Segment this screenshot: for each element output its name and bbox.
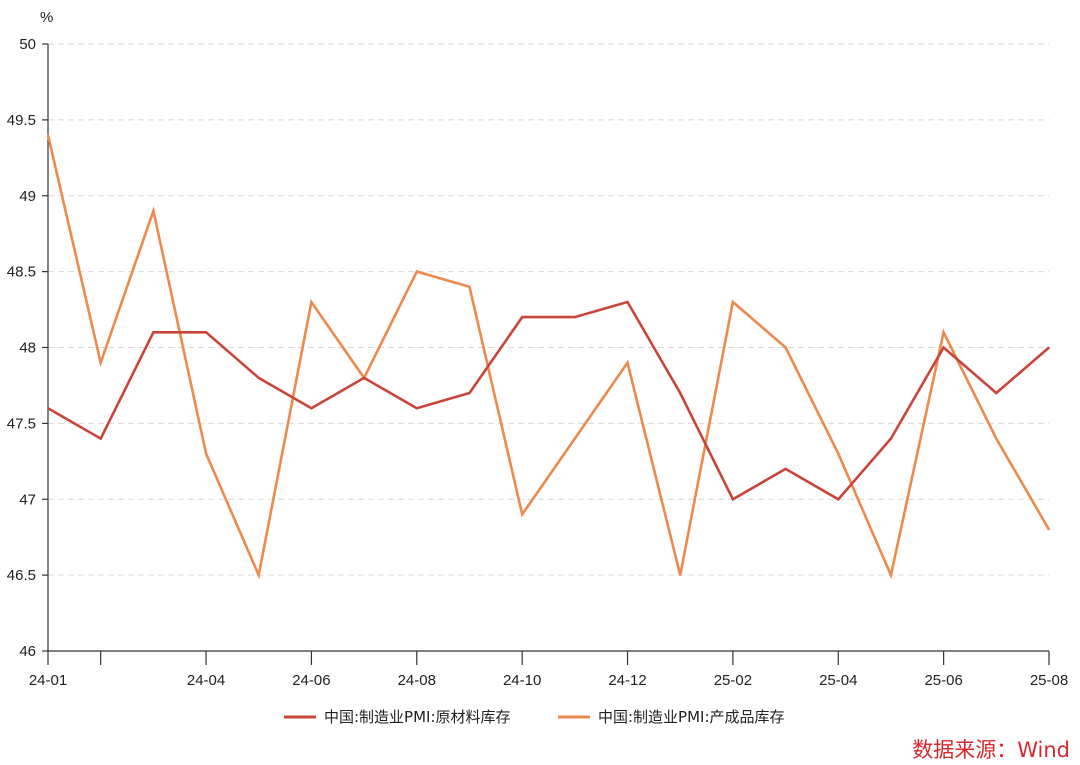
data-point-raw-material bbox=[521, 316, 523, 318]
legend: 中国:制造业PMI:原材料库存 中国:制造业PMI:产成品库存 bbox=[284, 708, 785, 726]
data-point-finished-goods bbox=[890, 574, 892, 576]
data-point-finished-goods bbox=[574, 437, 576, 440]
legend-item-raw-material[interactable]: 中国:制造业PMI:原材料库存 bbox=[284, 708, 511, 726]
y-tick-layer: 46 46.5 47 47.5 48 48.5 49 49.5 50 bbox=[7, 36, 48, 660]
data-point-raw-material bbox=[99, 437, 102, 440]
data-point-raw-material bbox=[310, 407, 313, 410]
data-point-finished-goods bbox=[257, 574, 260, 576]
data-point-finished-goods bbox=[99, 361, 102, 364]
data-point-raw-material bbox=[995, 392, 998, 394]
data-point-raw-material bbox=[363, 377, 365, 379]
data-point-finished-goods bbox=[732, 301, 734, 303]
data-point-raw-material bbox=[152, 331, 155, 334]
y-tick-label: 47 bbox=[19, 491, 36, 508]
x-tick-label: 25-02 bbox=[714, 672, 752, 689]
data-point-finished-goods bbox=[310, 301, 313, 303]
x-tick-label: 24-01 bbox=[29, 672, 67, 689]
legend-label-raw-material: 中国:制造业PMI:原材料库存 bbox=[324, 708, 511, 726]
legend-item-finished-goods[interactable]: 中国:制造业PMI:产成品库存 bbox=[558, 708, 785, 726]
data-point-finished-goods bbox=[679, 574, 682, 576]
data-point-raw-material bbox=[626, 301, 629, 303]
data-point-finished-goods bbox=[784, 346, 787, 349]
data-point-finished-goods bbox=[468, 286, 471, 288]
x-tick-layer: 24-01 24-04 24-06 24-08 24-10 24-12 25-02 25-04… bbox=[29, 651, 1068, 689]
x-tick-label: 25-04 bbox=[819, 672, 857, 689]
data-point-finished-goods bbox=[152, 210, 155, 212]
data-point-finished-goods bbox=[47, 134, 49, 136]
series-line-finished-goods bbox=[46, 134, 1051, 580]
x-tick-label: 25-08 bbox=[1030, 672, 1068, 689]
data-point-raw-material bbox=[1048, 346, 1050, 349]
legend-label-finished-goods: 中国:制造业PMI:产成品库存 bbox=[598, 708, 785, 726]
data-point-finished-goods bbox=[626, 361, 629, 364]
y-tick-label: 50 bbox=[19, 36, 36, 53]
data-point-finished-goods bbox=[837, 452, 840, 455]
data-point-raw-material bbox=[257, 377, 260, 379]
data-point-raw-material bbox=[468, 392, 471, 394]
y-tick-label: 49 bbox=[19, 188, 36, 205]
data-point-raw-material bbox=[784, 468, 787, 470]
data-point-raw-material bbox=[47, 407, 49, 410]
data-point-raw-material bbox=[415, 407, 418, 410]
x-tick-label: 25-06 bbox=[924, 672, 962, 689]
y-tick-label: 49.5 bbox=[7, 112, 36, 129]
data-source-label: 数据来源：Wind bbox=[912, 738, 1070, 762]
data-point-finished-goods bbox=[415, 270, 418, 273]
data-point-raw-material bbox=[732, 498, 734, 501]
series-layer bbox=[46, 134, 1051, 580]
data-point-finished-goods bbox=[205, 452, 207, 455]
data-point-raw-material bbox=[890, 437, 892, 440]
y-tick-label: 46.5 bbox=[7, 567, 36, 584]
y-tick-label: 47.5 bbox=[7, 415, 36, 432]
grid-layer bbox=[48, 43, 1049, 576]
x-tick-label: 24-04 bbox=[187, 672, 225, 689]
data-point-raw-material bbox=[205, 331, 207, 334]
y-tick-label: 46 bbox=[19, 643, 36, 660]
series-line-raw-material bbox=[47, 300, 1050, 502]
data-point-finished-goods bbox=[521, 513, 523, 516]
data-point-raw-material bbox=[574, 316, 576, 318]
x-tick-label: 24-10 bbox=[503, 672, 541, 689]
data-point-finished-goods bbox=[1048, 528, 1050, 531]
y-tick-label: 48 bbox=[19, 340, 36, 357]
x-tick-label: 24-12 bbox=[608, 672, 646, 689]
y-tick-label: 48.5 bbox=[7, 264, 36, 281]
x-tick-label: 24-08 bbox=[398, 672, 436, 689]
data-point-raw-material bbox=[942, 346, 945, 349]
data-point-finished-goods bbox=[942, 331, 945, 334]
axis-layer: % bbox=[40, 9, 1049, 652]
x-tick-label: 24-06 bbox=[292, 672, 330, 689]
data-point-raw-material bbox=[837, 498, 840, 501]
data-point-finished-goods bbox=[995, 437, 998, 440]
data-point-raw-material bbox=[679, 392, 682, 394]
y-axis-unit-label: % bbox=[40, 9, 53, 26]
